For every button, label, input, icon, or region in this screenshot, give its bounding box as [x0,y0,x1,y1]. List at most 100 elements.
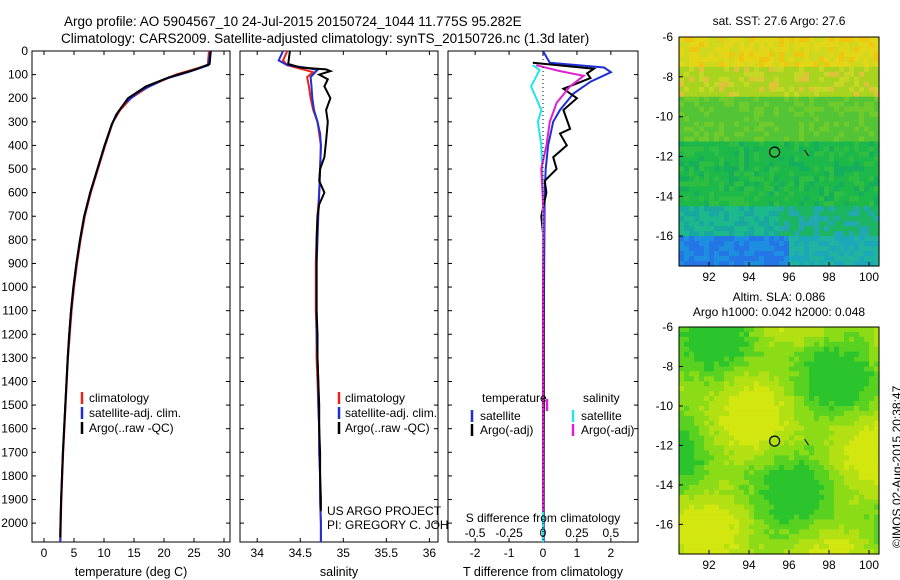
sla_map-cell [809,489,815,496]
sla_map-cell [679,430,685,437]
sla_map-cell [864,425,870,432]
sst_map-cell [804,206,810,212]
sst_map-cell [699,96,705,103]
sst_map-cell [824,236,830,242]
sla_map-cell [754,331,760,338]
sst_map-cell [724,51,730,58]
differences-xlabel: T difference from climatology [463,565,624,579]
sla_map-cell [839,376,845,382]
sst_map-cell [844,56,850,63]
sla_map-cell [739,405,745,412]
sst_map-cell [759,131,765,138]
sla_map-cell [859,499,865,506]
sst_map-cell [699,211,705,217]
sla_map-cell [774,470,780,476]
sst_map-cell [809,156,815,163]
sst_map-cell [689,221,695,227]
sla_map-cell [754,494,760,501]
sst_map-cell [849,126,855,133]
sla_map-cell [699,445,705,451]
sst_map-cell [824,76,830,83]
sst_map-cell [764,56,770,63]
sla_map-cell [844,351,850,358]
sst_map-cell [709,111,715,118]
sst_map-cell [749,211,755,217]
sla_map-cell [709,509,715,516]
sst_map-cell [834,121,840,128]
sst_map-cell [734,256,740,262]
sst_map-cell [694,131,700,138]
sla_map-cell [864,336,870,343]
sla_map-cell [839,519,845,525]
sla_map-cell [814,529,820,535]
sst_map-cell [734,146,740,153]
sla_map-cell [679,396,685,402]
sla_map-cell [689,529,695,535]
sst_map-cell [724,136,730,143]
salinity-xtick-label: 36 [423,546,437,560]
sst_map-cell [709,71,715,78]
sla_map-cell [839,549,845,555]
sla_map-cell [779,376,785,382]
sst_map-cell [814,136,820,143]
sla_map-cell [834,460,840,466]
sla_map-cell [774,475,780,481]
sla_map-cell [714,401,720,407]
sst_map-cell [819,96,825,103]
sst_map-cell [729,41,735,48]
sst_map-cell [814,161,820,168]
sst_map-cell [819,221,825,227]
sst_map-cell [834,146,840,153]
sst_map-cell [859,221,865,227]
sla_map-cell [859,529,865,535]
sla_map-cell [834,529,840,535]
sst_map-cell [869,51,875,58]
sla_map-cell [749,445,755,451]
sla_map-cell [864,524,870,530]
sst_map-cell [854,37,860,43]
sst_map-cell [709,246,715,252]
sst_map-cell [829,121,835,128]
sst_map-cell [794,201,800,207]
sla_map-cell [849,514,855,521]
sla_map-cell [854,336,860,343]
sla_map-cell [869,445,875,451]
sst_map-cell [714,171,720,177]
sla_map-cell [779,410,785,417]
sst_map-cell [724,56,730,63]
sla_map-cell [814,396,820,402]
sst_map-cell [869,206,875,212]
sla_map-cell [734,465,740,471]
sla_map-cell [784,420,790,427]
sla_map-cell [859,484,865,491]
sst_map-cell [799,211,805,217]
sst_map-cell [824,161,830,168]
sst_map-cell [834,241,840,247]
sla_map-cell [814,460,820,466]
sla_map-cell [859,504,865,511]
sla_map-cell [719,381,725,387]
sst_map-cell [839,241,845,247]
sst_map-cell [759,71,765,78]
sla_map-cell [819,450,825,456]
sla_map-cell [719,549,725,555]
sla_map-cell [744,484,750,491]
sst_map-cell [739,116,745,123]
sst_map-cell [829,66,835,73]
sla_map-cell [754,489,760,496]
sla_map-cell [779,470,785,476]
sla_map-cell [764,336,770,343]
sst_map-cell [684,71,690,78]
sla_map-cell [774,341,780,348]
sla_map-cell [834,499,840,506]
sla_map-cell [769,465,775,471]
sst_map-cell [714,126,720,133]
sst_map-cell [749,66,755,73]
sst_map-cell [794,181,800,187]
sla_map-cell [719,534,725,540]
sst_map-cell [709,191,715,197]
sla_map-cell [829,519,835,525]
sst_map-cell [784,146,790,153]
sla_map-cell [734,410,740,417]
sst_map-cell [769,136,775,143]
